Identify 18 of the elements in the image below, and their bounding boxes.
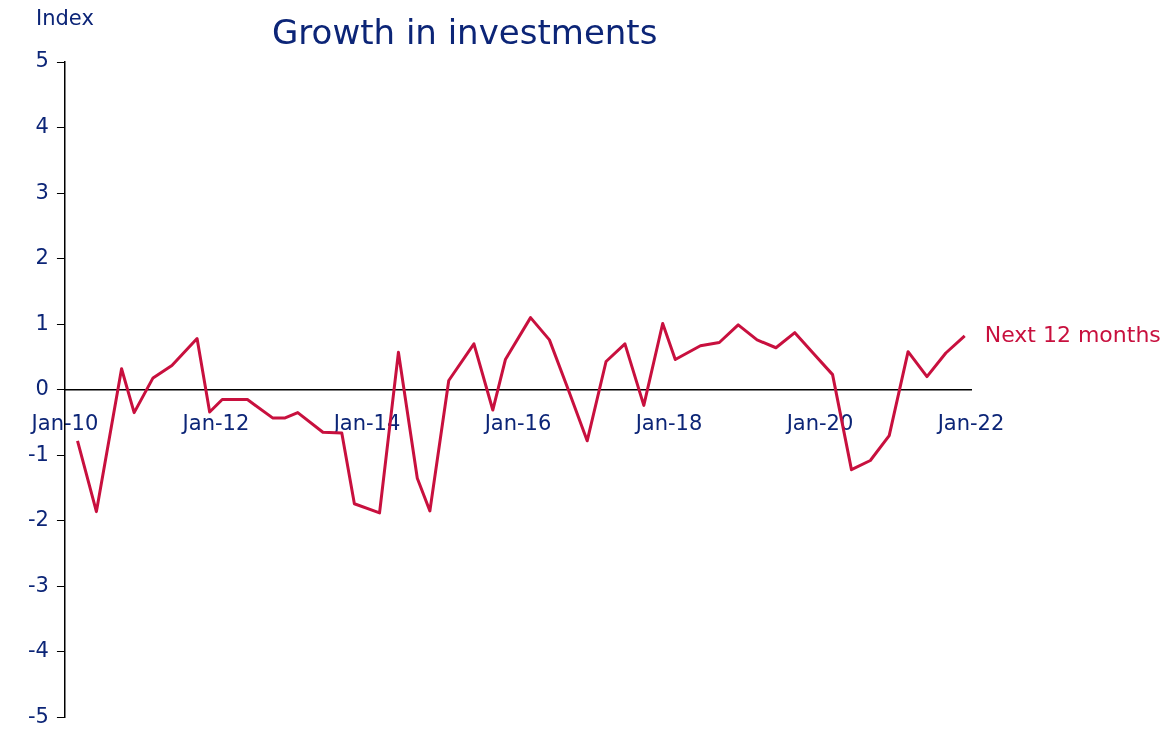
y-tick-label: -3 [27,572,49,597]
y-tick-label: -2 [27,507,49,532]
y-tick-label: 2 [35,245,49,270]
y-axis-title: Index [36,6,94,30]
series-label: Next 12 months [984,321,1161,347]
x-tick-label: Jan-16 [482,410,552,435]
y-tick-label: -4 [27,638,49,663]
y-tick-label: 3 [35,179,49,204]
y-tick-label: 4 [35,113,49,138]
y-tick-label: -1 [27,441,49,466]
chart-title: Growth in investments [272,12,658,52]
x-tick-label: Jan-18 [633,410,703,435]
y-tick-label: 5 [35,48,49,73]
y-tick-label: -5 [27,703,49,728]
y-tick-label: 0 [35,376,49,401]
x-tick-label: Jan-22 [935,410,1005,435]
x-tick-label: Jan-12 [180,410,250,435]
y-tick-label: 1 [35,310,49,335]
